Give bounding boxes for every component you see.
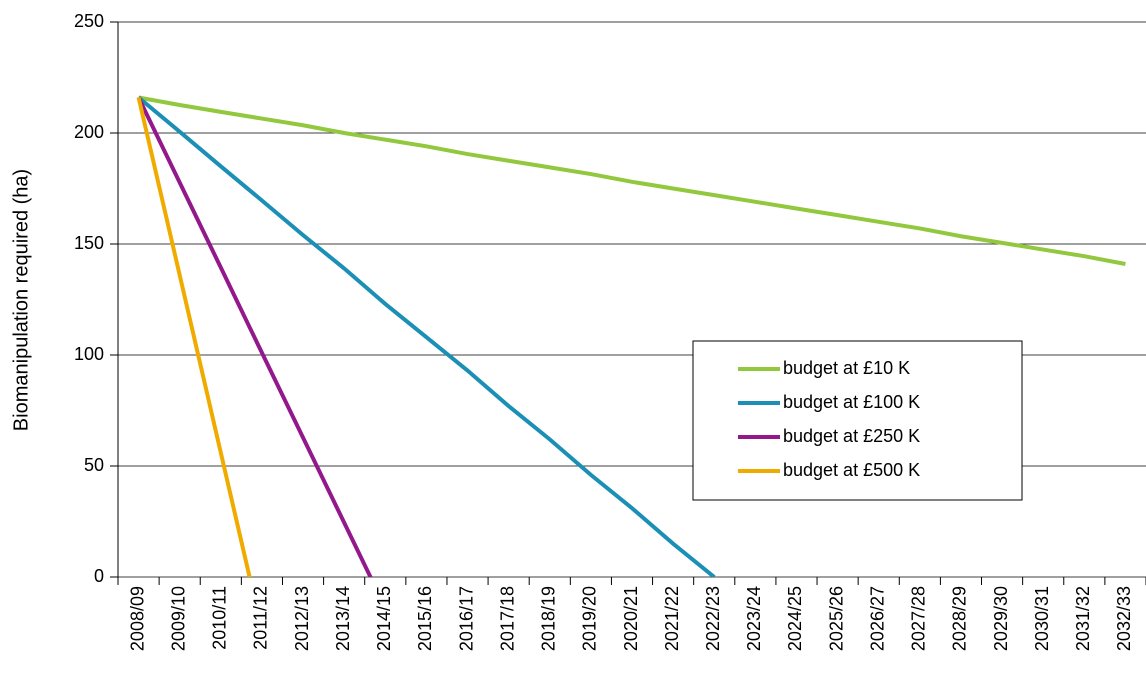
series-line	[137, 95, 716, 577]
x-tick-label: 2008/09	[127, 586, 147, 651]
legend-label: budget at £100 K	[783, 392, 920, 412]
x-tick-label: 2009/10	[168, 586, 188, 651]
x-tick-label: 2026/27	[867, 586, 887, 651]
x-tick-label: 2017/18	[497, 586, 517, 651]
x-tick-label: 2012/13	[292, 586, 312, 651]
legend-label: budget at £250 K	[783, 426, 920, 446]
x-tick-label: 2024/25	[785, 586, 805, 651]
series-line	[136, 96, 373, 577]
x-tick-label: 2015/16	[415, 586, 435, 651]
plot-area	[136, 95, 1126, 577]
x-tick-label: 2022/23	[703, 586, 723, 651]
y-tick-label: 0	[94, 566, 104, 586]
x-tick-label: 2029/30	[991, 586, 1011, 651]
x-tick-label: 2028/29	[950, 586, 970, 651]
x-tick-label: 2023/24	[744, 586, 764, 651]
x-tick-label: 2018/19	[539, 586, 559, 651]
x-tick-label: 2011/12	[251, 586, 271, 650]
y-tick-label: 150	[74, 233, 104, 253]
y-tick-label: 100	[74, 344, 104, 364]
x-tick-label: 2013/14	[333, 586, 353, 651]
x-tick-label: 2032/33	[1114, 586, 1134, 651]
y-tick-label: 200	[74, 122, 104, 142]
x-tick-label: 2010/11	[210, 586, 230, 650]
series-line	[136, 97, 252, 577]
series-line	[138, 95, 1126, 266]
x-tick-label: 2014/15	[374, 586, 394, 651]
y-tick-label: 250	[74, 11, 104, 31]
x-tick-label: 2019/20	[580, 586, 600, 651]
x-tick-label: 2031/32	[1073, 586, 1093, 651]
x-tick-label: 2016/17	[456, 586, 476, 651]
x-tick-label: 2021/22	[662, 586, 682, 651]
legend-label: budget at £10 K	[783, 358, 910, 378]
x-tick-label: 2027/28	[909, 586, 929, 651]
x-tick-label: 2020/21	[621, 586, 641, 651]
y-tick-label: 50	[84, 455, 104, 475]
x-tick-label: 2025/26	[826, 586, 846, 651]
legend-label: budget at £500 K	[783, 460, 920, 480]
x-tick-label: 2030/31	[1032, 586, 1052, 651]
y-axis-title: Biomanipulation required (ha)	[10, 169, 32, 431]
